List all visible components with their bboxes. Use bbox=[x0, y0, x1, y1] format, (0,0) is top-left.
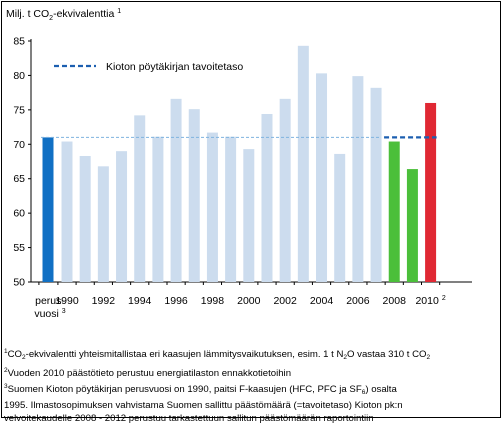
bar-1991 bbox=[79, 155, 91, 282]
bar-1990 bbox=[61, 141, 73, 282]
footnote-marker: 1 bbox=[4, 348, 8, 355]
bar-2010 bbox=[425, 102, 437, 282]
bar-1999 bbox=[225, 136, 237, 282]
footnote-cont-4: velvoitekaudelle 2008 - 2012 perustuu ta… bbox=[4, 413, 374, 424]
footnote-1: 1CO2-ekvivalentti yhteismitallistaa eri … bbox=[4, 348, 431, 361]
x-tick-label-2006: 2006 bbox=[346, 295, 370, 307]
bar-2000 bbox=[243, 149, 255, 282]
bar-2002 bbox=[279, 98, 291, 282]
bar-perus-vuosi bbox=[42, 137, 54, 282]
bar-1996 bbox=[170, 98, 182, 282]
footnote-3: 3Suomen Kioton pöytäkirjan perusvuosi on… bbox=[4, 383, 397, 396]
footnote-cont-3: 1995. Ilmastosopimuksen vahvistama Suome… bbox=[4, 400, 403, 411]
y-tick-label: 60 bbox=[13, 208, 25, 220]
y-tick-label: 80 bbox=[13, 70, 25, 82]
x-tick-label-base-1: perus- bbox=[35, 295, 65, 307]
x-tick-label-1994: 1994 bbox=[128, 295, 152, 307]
footnote-marker: 2 bbox=[4, 367, 8, 374]
footnote-marker: 3 bbox=[4, 383, 8, 390]
x-tick-label-2010: 2010 2 bbox=[415, 295, 445, 307]
footnote-2: 2Vuoden 2010 päästötieto perustuu energi… bbox=[4, 367, 292, 379]
x-tick-label-1996: 1996 bbox=[164, 295, 188, 307]
bar-1993 bbox=[116, 151, 128, 282]
bar-1994 bbox=[134, 115, 146, 282]
x-tick-label-1998: 1998 bbox=[201, 295, 225, 307]
y-tick-label: 55 bbox=[13, 242, 25, 254]
bar-1998 bbox=[206, 132, 218, 282]
bar-2005 bbox=[334, 153, 346, 282]
bar-2003 bbox=[297, 45, 309, 282]
bar-2008 bbox=[388, 141, 400, 282]
bar-2001 bbox=[261, 113, 273, 282]
y-tick-label: 70 bbox=[13, 139, 25, 151]
footnotes: 1CO2-ekvivalentti yhteismitallistaa eri … bbox=[4, 345, 498, 425]
x-tick-label-base-2: vuosi 3 bbox=[34, 308, 65, 320]
bar-1997 bbox=[188, 109, 200, 282]
x-tick-label-2004: 2004 bbox=[310, 295, 334, 307]
bar-2009 bbox=[406, 169, 418, 282]
x-tick-label-2002: 2002 bbox=[273, 295, 297, 307]
y-tick-label: 65 bbox=[13, 173, 25, 185]
bar-1992 bbox=[97, 166, 109, 282]
x-tick-label-1992: 1992 bbox=[92, 295, 116, 307]
y-tick-label: 75 bbox=[13, 104, 25, 116]
y-tick-label: 85 bbox=[13, 36, 25, 48]
bar-2004 bbox=[316, 73, 328, 282]
bar-2007 bbox=[370, 87, 382, 282]
x-tick-label-1990: 1990 bbox=[55, 295, 79, 307]
legend-label: Kioton pöytäkirjan tavoitetaso bbox=[106, 61, 243, 73]
bar-2006 bbox=[352, 76, 364, 282]
emissions-chart: Milj. t CO2-ekvivalenttia 1 50 55 60 65 70 75 8… bbox=[6, 8, 472, 320]
x-tick-label-2008: 2008 bbox=[383, 295, 407, 307]
x-tick-label-2000: 2000 bbox=[237, 295, 261, 307]
y-axis-title: Milj. t CO2-ekvivalenttia 1 bbox=[6, 8, 121, 22]
bar-1995 bbox=[152, 136, 164, 282]
y-tick-label: 50 bbox=[13, 277, 25, 289]
